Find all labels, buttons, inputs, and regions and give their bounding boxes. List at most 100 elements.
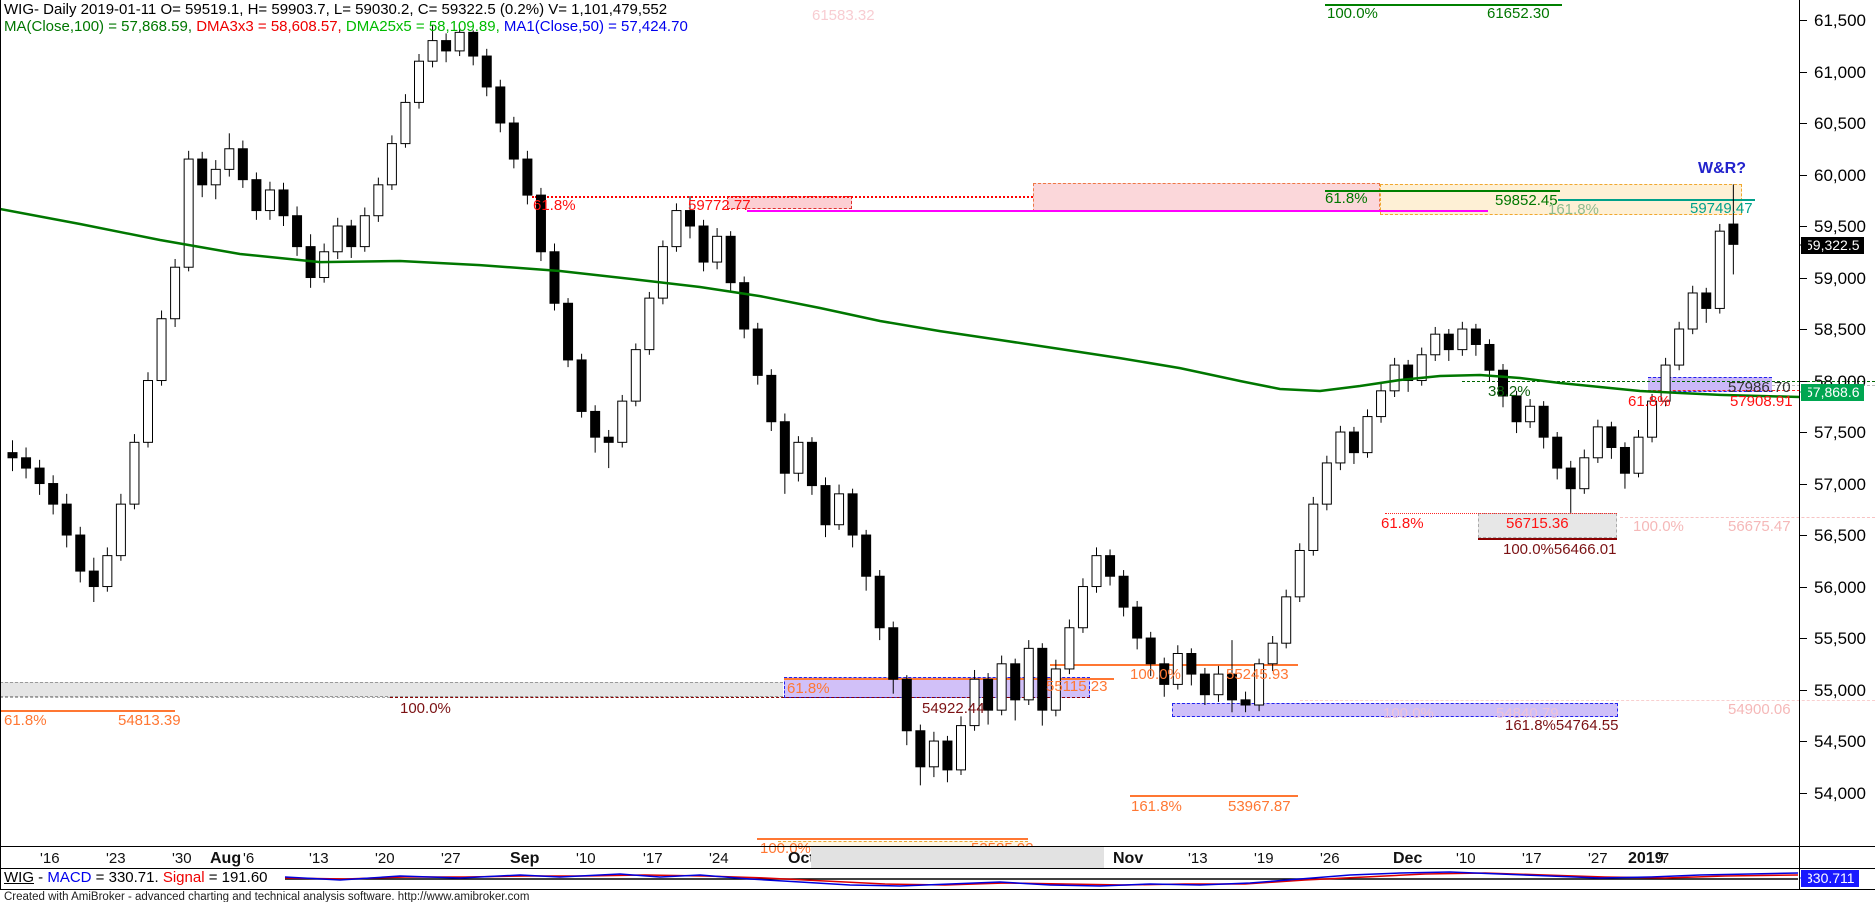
candle[interactable]	[414, 60, 424, 103]
candle[interactable]	[75, 534, 86, 572]
candle[interactable]	[1389, 364, 1400, 392]
candle[interactable]	[535, 194, 546, 253]
candle[interactable]	[454, 31, 465, 52]
candle[interactable]	[1552, 436, 1563, 469]
candle[interactable]	[359, 215, 370, 248]
candle[interactable]	[129, 441, 140, 505]
candle[interactable]	[224, 148, 235, 170]
candle[interactable]	[441, 40, 452, 52]
candle[interactable]	[48, 483, 59, 505]
candle[interactable]	[1105, 555, 1116, 577]
candle[interactable]	[1267, 642, 1278, 665]
candle[interactable]	[901, 678, 912, 732]
candle[interactable]	[1592, 426, 1603, 459]
candle[interactable]	[793, 441, 804, 474]
candle[interactable]	[630, 349, 641, 402]
candle[interactable]	[1240, 699, 1251, 706]
candle[interactable]	[779, 421, 790, 474]
candle[interactable]	[1633, 436, 1644, 474]
candle[interactable]	[1511, 395, 1522, 423]
candle[interactable]	[61, 503, 72, 536]
candle[interactable]	[576, 359, 587, 412]
candle[interactable]	[1687, 292, 1698, 330]
candle[interactable]	[1199, 673, 1210, 696]
candle[interactable]	[264, 189, 275, 212]
candle[interactable]	[156, 318, 167, 382]
fib-line[interactable]	[1325, 4, 1562, 6]
candle[interactable]	[1728, 223, 1739, 245]
candle[interactable]	[1254, 663, 1265, 706]
candle[interactable]	[481, 55, 492, 88]
candle[interactable]	[170, 266, 181, 320]
candle[interactable]	[1443, 333, 1454, 351]
candle[interactable]	[1647, 400, 1658, 438]
candle[interactable]	[834, 493, 845, 526]
candle[interactable]	[1538, 405, 1549, 438]
candle[interactable]	[888, 627, 899, 680]
fib-line[interactable]	[1325, 190, 1560, 192]
candle[interactable]	[1416, 354, 1427, 382]
candle[interactable]	[549, 251, 560, 304]
candle[interactable]	[1321, 462, 1332, 505]
candle[interactable]	[685, 210, 695, 227]
candle[interactable]	[237, 148, 248, 181]
fib-line[interactable]	[1385, 513, 1617, 514]
candle[interactable]	[1172, 652, 1183, 685]
candle[interactable]	[739, 282, 750, 330]
candle[interactable]	[1403, 364, 1414, 382]
candle[interactable]	[386, 143, 397, 186]
fib-line[interactable]	[1300, 700, 1875, 701]
candle[interactable]	[1308, 503, 1319, 551]
fib-line[interactable]	[1620, 517, 1875, 518]
candle[interactable]	[1362, 416, 1373, 454]
candle[interactable]	[1145, 637, 1156, 665]
fib-line[interactable]	[1628, 390, 1800, 391]
candle[interactable]	[766, 374, 777, 423]
fib-line[interactable]	[1558, 199, 1755, 201]
candle[interactable]	[590, 410, 601, 438]
candle[interactable]	[7, 452, 18, 459]
candle[interactable]	[1118, 575, 1129, 608]
candle[interactable]	[996, 663, 1007, 711]
candle[interactable]	[1457, 328, 1468, 351]
candle[interactable]	[861, 534, 872, 577]
candle[interactable]	[1348, 431, 1359, 454]
candle[interactable]	[183, 158, 194, 268]
candle[interactable]	[197, 158, 208, 186]
candle[interactable]	[508, 122, 519, 160]
candle[interactable]	[1159, 663, 1170, 685]
fib-zone[interactable]	[0, 682, 783, 697]
candle[interactable]	[1606, 426, 1617, 448]
candle[interactable]	[522, 158, 533, 196]
candle[interactable]	[983, 678, 994, 711]
fib-line[interactable]	[532, 196, 1033, 198]
fib-line[interactable]	[757, 838, 1028, 840]
candle[interactable]	[1525, 405, 1536, 423]
fib-zone[interactable]	[778, 841, 1028, 848]
candle[interactable]	[346, 225, 357, 248]
candle[interactable]	[1186, 652, 1197, 675]
fib-line[interactable]	[1478, 538, 1617, 540]
candle[interactable]	[1050, 668, 1061, 711]
candle[interactable]	[468, 31, 479, 57]
candle[interactable]	[874, 575, 885, 629]
candle[interactable]	[292, 215, 303, 248]
candle[interactable]	[373, 184, 384, 217]
fib-line[interactable]	[390, 697, 1090, 698]
candle[interactable]	[969, 678, 980, 727]
candle[interactable]	[1227, 673, 1237, 701]
candle[interactable]	[915, 730, 926, 768]
candle[interactable]	[1281, 596, 1292, 644]
candle[interactable]	[1565, 467, 1576, 490]
candle[interactable]	[210, 168, 221, 186]
candle[interactable]	[1335, 431, 1346, 464]
candle[interactable]	[657, 246, 668, 299]
candle[interactable]	[752, 328, 763, 376]
candle[interactable]	[1023, 647, 1034, 701]
candle[interactable]	[1484, 343, 1495, 371]
candle[interactable]	[278, 189, 289, 217]
candle[interactable]	[102, 555, 113, 588]
candle[interactable]	[1660, 364, 1671, 402]
candle[interactable]	[956, 725, 966, 771]
candle[interactable]	[1470, 328, 1481, 345]
